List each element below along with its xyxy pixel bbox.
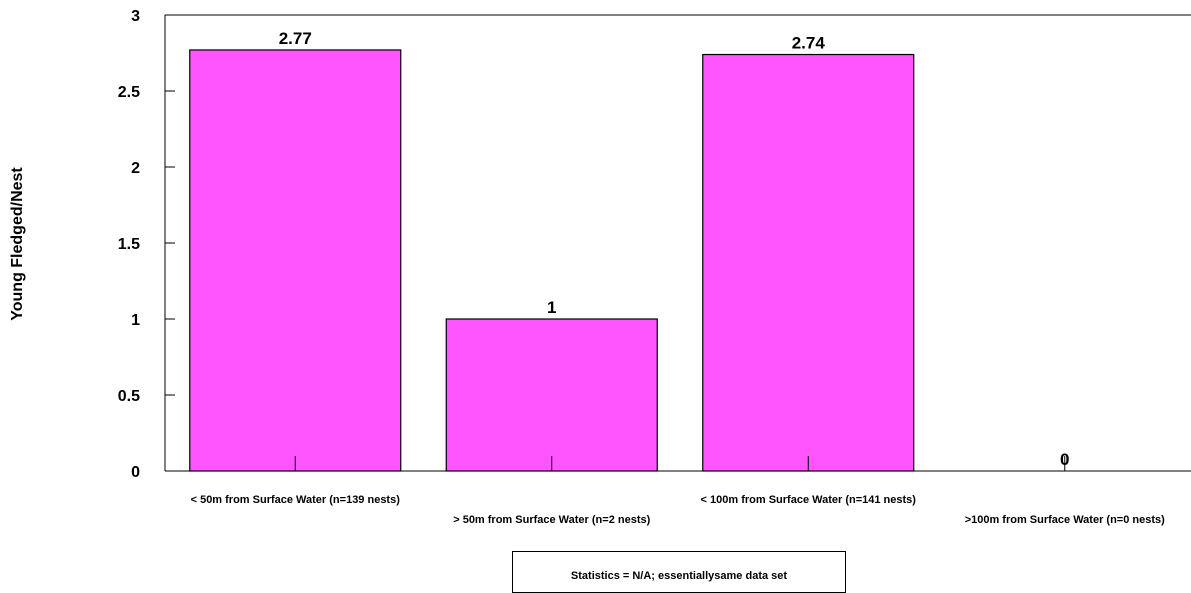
bar — [702, 53, 915, 472]
y-tick-label: 1.5 — [118, 236, 140, 253]
category-label: < 100m from Surface Water (n=141 nests) — [701, 494, 917, 506]
y-tick-label: 0 — [131, 464, 140, 481]
category-label: > 50m from Surface Water (n=2 nests) — [453, 514, 650, 526]
y-tick-label: 2.5 — [118, 84, 140, 101]
category-label: >100m from Surface Water (n=0 nests) — [965, 514, 1165, 526]
data-label: 0 — [1060, 450, 1069, 469]
y-tick-label: 1 — [131, 312, 140, 329]
statistics-note-box: Statistics = N/A; essentiallysame data s… — [512, 551, 846, 593]
y-tick-label: 2 — [131, 160, 140, 177]
statistics-note: Statistics = N/A; essentiallysame data s… — [570, 570, 788, 582]
y-tick-label: 3 — [131, 8, 140, 25]
plot-area: 0 0.5 1 1.5 2 2.5 3 2.77 < 50m from Surface Wate… — [118, 8, 1191, 526]
y-axis-label: Young Fledged/Nest — [9, 167, 26, 321]
data-label: 2.77 — [279, 29, 312, 48]
data-label: 1 — [547, 298, 556, 317]
bar — [189, 49, 402, 472]
category-label: < 50m from Surface Water (n=139 nests) — [191, 494, 401, 506]
data-label: 2.74 — [792, 34, 826, 53]
y-tick-label: 0.5 — [118, 388, 140, 405]
bar — [445, 318, 658, 472]
